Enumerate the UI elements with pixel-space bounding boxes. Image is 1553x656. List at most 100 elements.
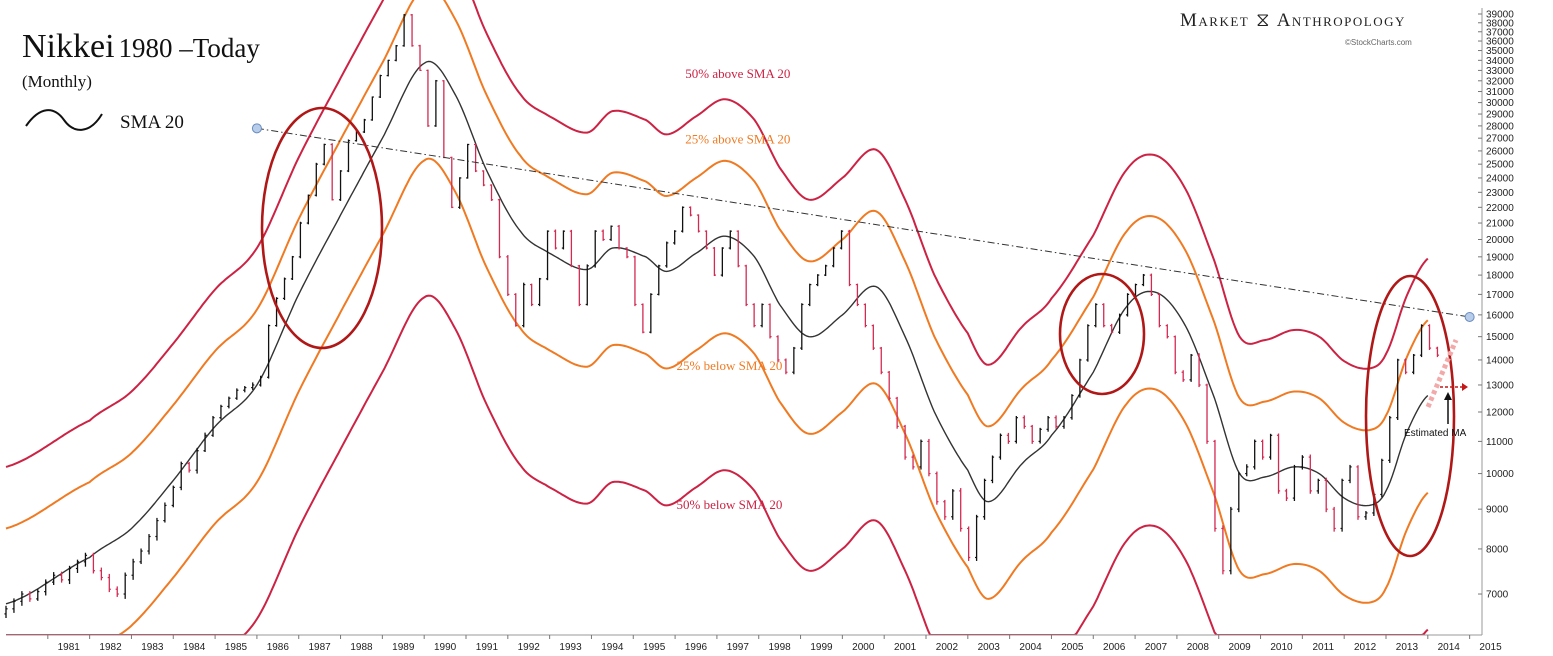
y-tick-label: 12000 bbox=[1486, 408, 1514, 419]
price-bar bbox=[871, 324, 875, 350]
price-bar bbox=[489, 184, 494, 201]
price-bar bbox=[195, 447, 199, 474]
x-tick-label: 2013 bbox=[1396, 642, 1419, 653]
price-bar bbox=[530, 283, 534, 307]
price-bar bbox=[267, 324, 271, 379]
price-bar bbox=[1165, 324, 1169, 339]
x-tick-label: 1990 bbox=[434, 642, 457, 653]
sma-legend-wave-icon bbox=[25, 109, 103, 131]
highlight-circle-2013 bbox=[1364, 274, 1456, 558]
price-bar bbox=[1173, 335, 1177, 375]
price-bar bbox=[681, 206, 685, 233]
x-tick-label: 1981 bbox=[58, 642, 81, 653]
price-bar bbox=[760, 303, 764, 328]
price-bar bbox=[895, 396, 899, 429]
price-bar bbox=[1340, 478, 1344, 532]
price-bar bbox=[282, 277, 287, 301]
price-bar bbox=[736, 230, 740, 268]
price-bar bbox=[800, 303, 804, 350]
price-bar bbox=[617, 224, 621, 250]
x-tick-label: 2009 bbox=[1229, 642, 1252, 653]
price-bar bbox=[139, 548, 143, 565]
price-bar bbox=[12, 598, 16, 613]
price-bar bbox=[951, 489, 955, 520]
price-bar bbox=[20, 591, 24, 606]
price-bar bbox=[927, 438, 931, 477]
sma-bands: 50% above SMA 20 25% above SMA 20 25% belo… bbox=[5, 0, 1429, 635]
y-tick-label: 37000 bbox=[1486, 27, 1514, 38]
band-label-1: 25% above SMA 20 bbox=[685, 132, 790, 147]
band-label-0: 50% above SMA 20 bbox=[685, 66, 790, 81]
price-bar bbox=[1125, 293, 1130, 317]
price-bar bbox=[1205, 383, 1209, 444]
price-bar bbox=[1141, 273, 1146, 287]
price-bar bbox=[298, 221, 302, 259]
price-bar bbox=[1356, 465, 1360, 520]
price-bar bbox=[75, 559, 80, 573]
x-tick-label: 1988 bbox=[350, 642, 373, 653]
price-bar bbox=[919, 439, 923, 470]
price-bar bbox=[1412, 353, 1416, 375]
price-bar bbox=[243, 386, 247, 393]
y-tick-label: 22000 bbox=[1486, 203, 1514, 214]
price-bar bbox=[1292, 464, 1297, 501]
price-bar bbox=[1149, 273, 1153, 296]
price-bar bbox=[538, 277, 542, 307]
price-bar bbox=[91, 552, 95, 574]
price-bar bbox=[1070, 394, 1074, 420]
price-bar bbox=[1332, 506, 1336, 532]
y-tick-label: 20000 bbox=[1486, 235, 1514, 246]
price-bar bbox=[1348, 464, 1352, 484]
y-tick-label: 36000 bbox=[1486, 37, 1514, 48]
price-bar bbox=[1022, 415, 1026, 429]
y-tick-label: 32000 bbox=[1486, 76, 1514, 87]
x-tick-label: 2011 bbox=[1313, 642, 1335, 653]
price-bar bbox=[569, 229, 573, 268]
price-bar bbox=[585, 264, 589, 306]
x-tick-label: 1993 bbox=[559, 642, 582, 653]
price-bar bbox=[935, 471, 939, 505]
price-bar bbox=[1388, 415, 1392, 463]
y-tick-label: 38000 bbox=[1486, 18, 1514, 29]
price-bar bbox=[1030, 424, 1034, 444]
y-tick-label: 29000 bbox=[1486, 110, 1514, 121]
brand-right: Anthropology bbox=[1276, 10, 1406, 31]
price-bar bbox=[1276, 433, 1281, 494]
x-tick-label: 1999 bbox=[810, 642, 833, 653]
price-candles bbox=[4, 14, 1440, 619]
price-bar bbox=[60, 571, 64, 583]
price-bar bbox=[625, 247, 629, 259]
chart-subtitle: (Monthly) bbox=[22, 72, 92, 91]
price-bar bbox=[83, 552, 88, 567]
price-bar bbox=[1419, 324, 1424, 358]
price-bar bbox=[1014, 415, 1018, 444]
price-bar bbox=[561, 230, 566, 250]
price-bar bbox=[728, 230, 732, 250]
x-tick-label: 1995 bbox=[643, 642, 666, 653]
price-bar bbox=[863, 303, 867, 328]
arrow-up-icon bbox=[1444, 392, 1452, 400]
price-bar bbox=[609, 225, 613, 241]
x-tick-label: 2004 bbox=[1019, 642, 1042, 653]
price-bar bbox=[1157, 293, 1161, 328]
price-bar bbox=[1268, 433, 1273, 460]
price-bar bbox=[879, 346, 883, 375]
price-bar bbox=[131, 558, 135, 580]
price-bar bbox=[601, 229, 605, 241]
x-tick-label: 1983 bbox=[141, 642, 164, 653]
price-bar bbox=[338, 170, 343, 201]
y-tick-label: 17000 bbox=[1486, 290, 1514, 301]
y-tick-label: 13000 bbox=[1486, 380, 1514, 391]
price-bar bbox=[514, 293, 518, 327]
price-bar bbox=[1086, 324, 1090, 362]
price-bar bbox=[1316, 478, 1320, 494]
price-bar bbox=[1253, 439, 1257, 470]
price-bar bbox=[839, 230, 844, 250]
price-bar bbox=[44, 579, 48, 596]
price-bar bbox=[1189, 353, 1193, 382]
trendline-start-handle bbox=[251, 123, 262, 134]
price-bar bbox=[227, 396, 231, 409]
price-bar bbox=[1404, 358, 1408, 375]
price-bar bbox=[163, 502, 167, 523]
price-bar bbox=[1038, 427, 1042, 444]
